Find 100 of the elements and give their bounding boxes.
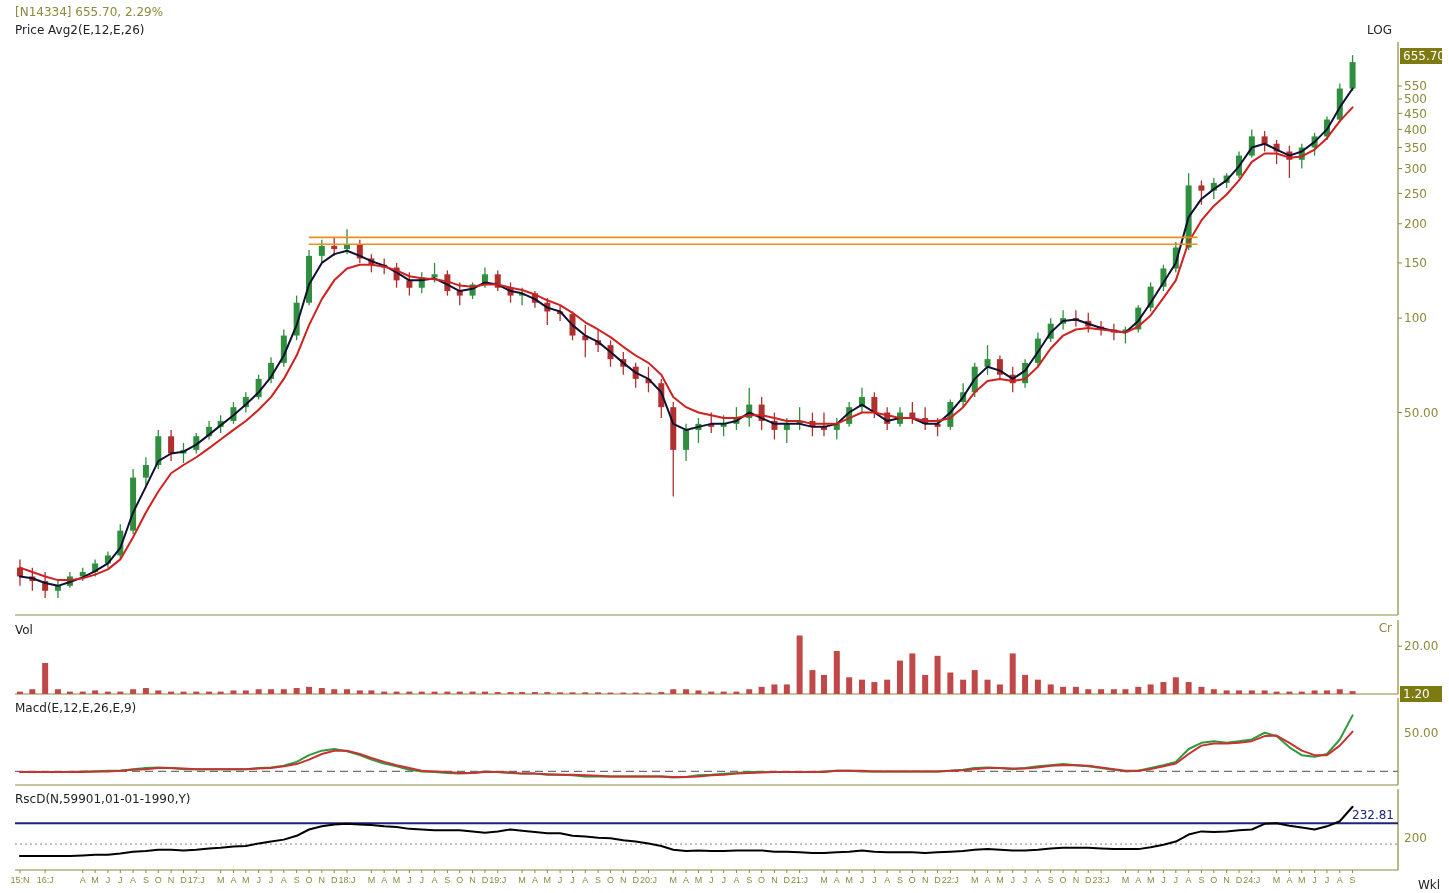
bar bbox=[1261, 690, 1268, 694]
bar bbox=[758, 686, 765, 694]
bar bbox=[783, 684, 790, 694]
bar bbox=[155, 690, 162, 694]
x-tick-label: N bbox=[1223, 875, 1230, 885]
x-tick-label: A bbox=[582, 875, 589, 885]
bar bbox=[280, 689, 287, 694]
x-tick-label: O bbox=[154, 875, 162, 885]
bar bbox=[1336, 689, 1343, 694]
bar bbox=[820, 674, 827, 694]
bar bbox=[54, 689, 61, 694]
x-tick-label: 17:J bbox=[187, 875, 205, 885]
bar bbox=[29, 689, 36, 694]
bar bbox=[1009, 653, 1016, 694]
x-tick-label: J bbox=[419, 875, 425, 885]
x-tick-label: S bbox=[444, 875, 451, 885]
bar bbox=[971, 670, 978, 694]
bar bbox=[846, 677, 853, 694]
x-tick-label: J bbox=[1161, 875, 1166, 885]
candlestick bbox=[54, 580, 61, 599]
candlestick bbox=[1198, 179, 1205, 206]
x-tick-label: 23:J bbox=[1092, 875, 1110, 885]
y-tick-label: 300 bbox=[1404, 161, 1427, 176]
chart-title: Vol bbox=[15, 623, 33, 637]
bar bbox=[670, 689, 677, 694]
x-tick-label: D bbox=[1085, 875, 1093, 885]
x-tick-label: 16:J bbox=[36, 875, 54, 885]
x-tick-label: 15:N bbox=[10, 875, 30, 885]
bar bbox=[1085, 689, 1092, 694]
x-tick-label: S bbox=[746, 875, 753, 885]
bar bbox=[1210, 689, 1217, 694]
x-tick-label: A bbox=[833, 875, 840, 885]
x-tick-label: D bbox=[481, 875, 489, 885]
x-tick-label: A bbox=[431, 875, 438, 885]
candlestick bbox=[431, 262, 438, 284]
bar bbox=[996, 684, 1003, 694]
x-tick-label: S bbox=[1349, 875, 1356, 885]
x-tick-label: D bbox=[934, 875, 942, 885]
bar bbox=[695, 690, 702, 694]
text: LOG bbox=[1366, 23, 1392, 37]
x-tick-label: M bbox=[820, 875, 828, 885]
annotation: 232.81 bbox=[1352, 808, 1394, 823]
x-tick-label: A bbox=[683, 875, 690, 885]
y-tick-label: 350 bbox=[1404, 140, 1427, 155]
bar bbox=[896, 660, 903, 694]
annotation: Cr bbox=[1378, 621, 1393, 635]
text: 1.20 bbox=[1403, 687, 1430, 702]
bar bbox=[1022, 674, 1029, 694]
x-tick-label: J bbox=[859, 875, 865, 885]
bar bbox=[1147, 684, 1154, 694]
x-tick-label: S bbox=[293, 875, 300, 885]
bar bbox=[1185, 682, 1192, 694]
x-tick-label: O bbox=[456, 875, 464, 885]
bar bbox=[1072, 686, 1079, 694]
y-tick-label: 450 bbox=[1404, 106, 1427, 121]
bar bbox=[130, 689, 137, 694]
x-tick-label: J bbox=[407, 875, 412, 885]
bar bbox=[1160, 682, 1167, 694]
bar bbox=[1236, 690, 1243, 694]
bar bbox=[858, 679, 865, 694]
candlestick bbox=[456, 281, 463, 306]
bar bbox=[1110, 689, 1117, 694]
bar bbox=[1172, 677, 1179, 694]
x-tick-label: D bbox=[330, 875, 338, 885]
x-tick-label: A bbox=[1185, 875, 1192, 885]
chart-title: [N14334] 655.70, 2.29% bbox=[15, 5, 164, 19]
x-tick-label: A bbox=[733, 875, 740, 885]
bar bbox=[1198, 686, 1205, 694]
x-tick-label: A bbox=[984, 875, 991, 885]
y-tick-label: 20.00 bbox=[1404, 639, 1439, 654]
candlestick bbox=[168, 429, 175, 462]
x-tick-label: D bbox=[1235, 875, 1243, 885]
x-tick-label: N bbox=[167, 875, 175, 885]
candlestick bbox=[984, 344, 991, 376]
x-tick-label: N bbox=[318, 875, 326, 885]
candlestick bbox=[318, 238, 325, 264]
y-tick-label: 250 bbox=[1404, 186, 1427, 201]
x-tick-label: D bbox=[632, 875, 640, 885]
candlestick bbox=[406, 271, 413, 297]
x-tick-label: M bbox=[845, 875, 853, 885]
bar bbox=[884, 679, 891, 694]
bar bbox=[318, 688, 325, 694]
x-tick-label: S bbox=[1047, 875, 1054, 885]
bar bbox=[984, 679, 991, 694]
bar bbox=[1311, 690, 1318, 694]
x-tick-label: A bbox=[130, 875, 137, 885]
bar bbox=[293, 688, 300, 694]
bar bbox=[368, 690, 375, 694]
bar bbox=[833, 651, 840, 694]
bar bbox=[796, 635, 803, 694]
bar bbox=[255, 689, 262, 694]
bar bbox=[909, 653, 916, 694]
candlestick bbox=[683, 423, 690, 462]
bar bbox=[142, 688, 149, 694]
candlestick bbox=[1261, 130, 1268, 153]
x-tick-label: A bbox=[79, 875, 86, 885]
x-tick-label: O bbox=[758, 875, 766, 885]
x-tick-label: S bbox=[1198, 875, 1205, 885]
x-tick-label: J bbox=[1022, 875, 1028, 885]
x-tick-label: J bbox=[268, 875, 274, 885]
